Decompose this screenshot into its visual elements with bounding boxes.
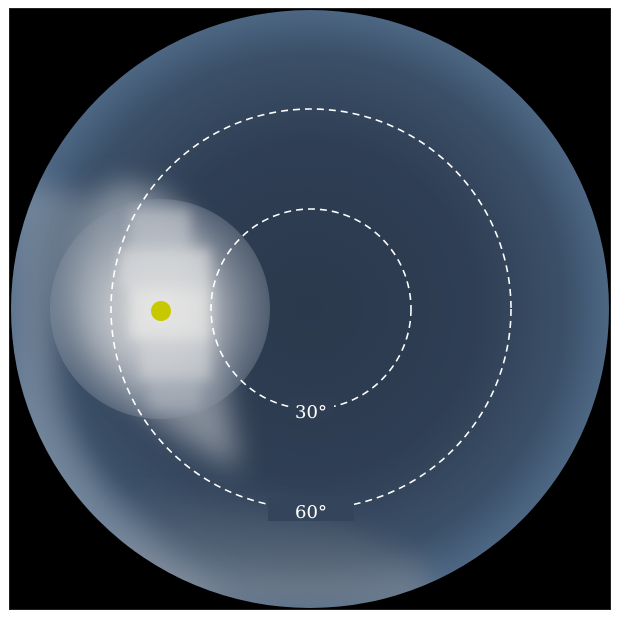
lower-haze	[110, 487, 430, 608]
sky-disk	[11, 10, 609, 608]
sun-marker	[151, 301, 171, 321]
sky-fisheye-frame: 30° 60°	[9, 8, 611, 610]
ring-label-30: 30°	[295, 402, 327, 423]
ring-label-60: 60°	[295, 502, 327, 523]
sky-fisheye-image: 30° 60°	[11, 10, 609, 608]
